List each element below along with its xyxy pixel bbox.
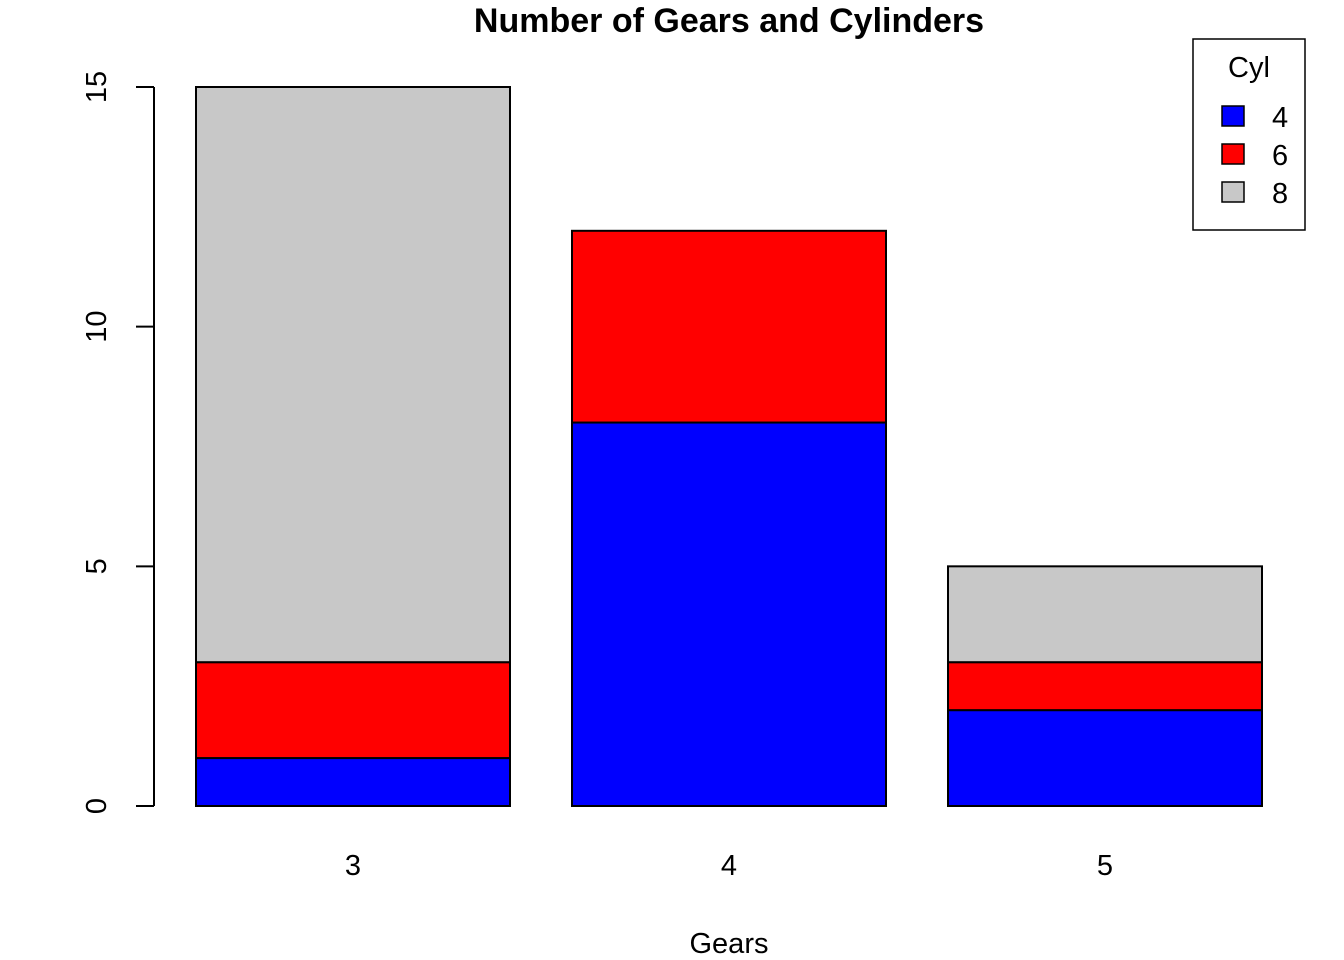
bar-gear-4-cyl-6 <box>571 229 887 424</box>
bar-gear-3-cyl-6 <box>195 661 511 760</box>
bar-gear-3-cyl-8 <box>195 86 511 664</box>
x-axis-label: Gears <box>690 928 769 960</box>
y-axis: 0 5 10 15 <box>81 71 155 814</box>
legend-label-4: 4 <box>1272 102 1288 134</box>
legend-swatch-6 <box>1221 143 1245 165</box>
bar-gear-4-cyl-4 <box>571 421 887 807</box>
legend-box <box>1192 38 1306 231</box>
bar-gear-3-cyl-4 <box>195 757 511 807</box>
x-axis-labels: 3 4 5 <box>345 850 1113 882</box>
legend-swatch-8 <box>1221 181 1245 203</box>
legend-label-8: 8 <box>1272 178 1288 210</box>
legend-swatch-4 <box>1221 105 1245 127</box>
chart-title: Number of Gears and Cylinders <box>474 2 984 40</box>
bar-gear-5-cyl-8 <box>947 565 1263 664</box>
bars-group <box>195 86 1263 808</box>
x-tick-label: 3 <box>345 850 361 882</box>
legend-label-6: 6 <box>1272 140 1288 172</box>
y-tick-label: 10 <box>81 311 113 343</box>
bar-gear-5-cyl-6 <box>947 661 1263 712</box>
legend-title: Cyl <box>1228 52 1270 84</box>
y-tick-label: 0 <box>81 798 113 814</box>
y-tick-label: 15 <box>81 71 113 103</box>
bar-gear-5-cyl-4 <box>947 709 1263 808</box>
x-tick-label: 5 <box>1097 850 1113 882</box>
y-tick-label: 5 <box>81 558 113 574</box>
x-tick-label: 4 <box>721 850 737 882</box>
